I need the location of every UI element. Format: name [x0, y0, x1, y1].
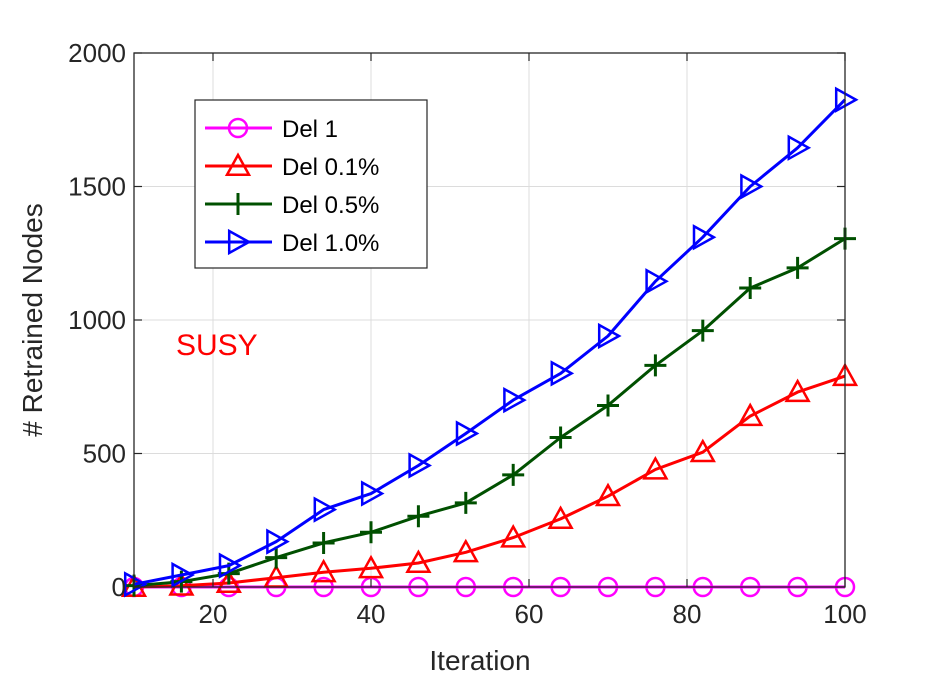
series-3-point-2	[218, 552, 243, 579]
legend-marker-1	[224, 152, 252, 177]
series-3-point-13	[740, 173, 764, 200]
series-2-point-6	[407, 505, 430, 528]
series-3-point-6	[408, 452, 432, 479]
legend-item-1: Del 0.1%	[205, 152, 379, 181]
legend-label-2: Del 0.5%	[282, 192, 379, 219]
series-3-point-5	[360, 480, 385, 507]
series-3-point-3	[266, 528, 290, 555]
series-2-point-4	[312, 531, 335, 554]
legend: Del 1 Del 0.1% Del 0.5% Del 1.0%	[194, 99, 428, 269]
legend-marker-0	[227, 117, 249, 139]
legend-label-0: Del 1	[282, 116, 338, 143]
series-2-point-13	[739, 276, 762, 299]
series-1-point-7	[452, 538, 479, 563]
series-line-3	[133, 98, 847, 586]
series-line-2	[133, 237, 846, 588]
series-1-point-14	[784, 378, 811, 403]
series-2-point-5	[360, 521, 382, 544]
series-1-point-4	[310, 558, 337, 583]
x-tick-label-2: 60	[515, 599, 544, 629]
series-1-point-8	[500, 524, 527, 548]
x-tick-label-0: 20	[199, 599, 228, 629]
x-axis-label: Iteration	[429, 645, 530, 676]
series-1-point-2	[215, 569, 242, 594]
legend-item-2: Del 0.5%	[205, 192, 379, 219]
series-1-point-6	[405, 549, 432, 574]
series-3-point-15	[834, 86, 859, 113]
x-tick-label-4: 100	[823, 599, 866, 629]
legend-label-1: Del 0.1%	[282, 154, 379, 181]
y-axis-label: # Retrained Nodes	[17, 203, 48, 436]
x-tick-label-1: 40	[357, 599, 386, 629]
y-tick-label-3: 1500	[68, 172, 126, 202]
legend-label-3: Del 1.0%	[282, 230, 379, 257]
series-3-point-9	[550, 360, 575, 387]
x-tick-label-3: 80	[673, 599, 702, 629]
series-3-point-11	[645, 268, 669, 295]
series-2	[123, 227, 856, 597]
series-3-point-7	[455, 420, 480, 447]
series-1-point-9	[547, 505, 574, 529]
series-2-point-10	[597, 394, 619, 417]
series-3-point-10	[597, 322, 622, 350]
series-3-point-12	[692, 224, 717, 251]
y-tick-label-0: 0	[112, 572, 126, 602]
series-3-point-14	[787, 134, 812, 161]
series-2-point-3	[265, 546, 288, 569]
series-1-point-13	[737, 402, 764, 427]
y-tick-label-2: 1000	[68, 305, 126, 335]
legend-item-0: Del 1	[205, 116, 338, 143]
series-2-point-11	[644, 354, 667, 377]
series-1	[120, 362, 859, 598]
series-1-point-10	[594, 482, 622, 507]
series-3-point-1	[171, 561, 195, 589]
series-1-point-12	[689, 438, 716, 463]
series-1-point-11	[642, 455, 669, 480]
series-line-1	[133, 374, 846, 589]
legend-marker-3	[227, 228, 252, 256]
series-2-point-8	[502, 463, 525, 486]
series-2-point-7	[454, 491, 477, 514]
series-3-point-4	[313, 496, 338, 523]
legend-marker-2	[227, 193, 249, 215]
series-2-point-14	[786, 256, 809, 279]
series-3	[123, 86, 859, 598]
series-3-point-0	[123, 571, 148, 598]
series-1-point-5	[357, 554, 385, 579]
legend-item-3: Del 1.0%	[205, 228, 379, 257]
annotation-susy: SUSY	[176, 329, 258, 362]
series-3-point-8	[503, 386, 527, 414]
series-2-point-12	[691, 319, 714, 342]
y-tick-label-1: 500	[83, 439, 126, 469]
series-2-point-9	[549, 426, 572, 449]
y-tick-label-4: 2000	[68, 38, 126, 68]
